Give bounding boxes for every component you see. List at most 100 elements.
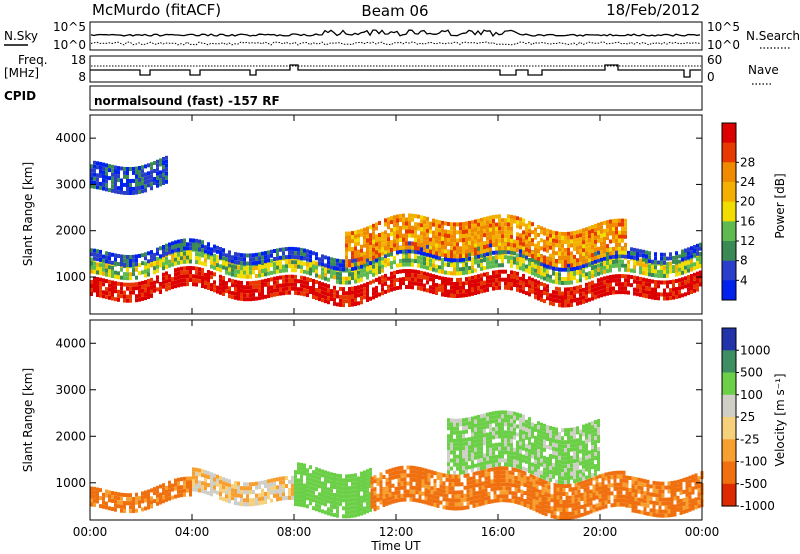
velocity-cell (579, 441, 582, 446)
velocity-cell (543, 443, 546, 448)
velocity-cell (594, 456, 597, 461)
velocity-cell (261, 492, 264, 497)
velocity-cell (535, 496, 539, 501)
power-cell (624, 234, 627, 239)
power-cell (522, 218, 525, 223)
power-cell (300, 251, 303, 256)
velocity-cell (558, 439, 561, 444)
power-cell (459, 226, 462, 231)
power-cell (372, 235, 375, 240)
power-cell (141, 284, 144, 289)
velocity-cell (540, 430, 543, 435)
velocity-cell (543, 439, 546, 444)
velocity-cell (366, 477, 369, 482)
velocity-cell (433, 487, 437, 492)
power-cell (582, 269, 585, 274)
power-cell (435, 264, 438, 269)
power-cell (120, 262, 123, 267)
power-cell (528, 228, 531, 233)
power-cell (330, 257, 333, 262)
velocity-cell (567, 436, 570, 440)
velocity-cell (613, 482, 617, 487)
velocity-cell (477, 434, 480, 439)
power-cell (609, 251, 612, 256)
power-cell (513, 283, 516, 287)
power-cell (294, 286, 297, 291)
velocity-cell (555, 431, 558, 436)
power-cell (624, 290, 627, 295)
velocity-cell (531, 422, 534, 427)
power-cell (588, 258, 591, 263)
power-cell (309, 286, 312, 290)
power-cell (426, 248, 429, 253)
power-cell (564, 260, 567, 264)
power-cell (537, 274, 540, 278)
velocity-cell (474, 447, 477, 452)
power-cell (105, 167, 108, 172)
velocity-cell (559, 491, 563, 496)
power-cell (234, 295, 237, 300)
velocity-cell (348, 478, 351, 483)
power-cell (432, 286, 435, 291)
velocity-cell (591, 437, 594, 442)
power-cell (600, 253, 603, 258)
power-cell (396, 263, 399, 268)
velocity-cell (471, 444, 474, 449)
velocity-cell (397, 482, 401, 487)
power-cell (567, 295, 570, 300)
colorbar-swatch (722, 280, 736, 301)
power-cell (114, 261, 117, 266)
power-cell (345, 295, 348, 300)
power-cell (690, 290, 693, 294)
velocity-cell (528, 469, 531, 474)
velocity-cell (543, 467, 546, 472)
power-cell (198, 275, 201, 280)
velocity-cell (376, 497, 380, 502)
velocity-cell (204, 490, 207, 495)
power-cell (249, 257, 252, 262)
power-cell (147, 259, 150, 264)
power-cell (183, 282, 186, 287)
power-cell (207, 282, 210, 286)
velocity-cell (447, 470, 450, 475)
velocity-cell (526, 496, 530, 501)
power-cell (186, 259, 189, 264)
power-cell (150, 277, 153, 282)
power-cell (255, 284, 258, 289)
velocity-cell (477, 418, 480, 423)
velocity-cell (418, 491, 422, 495)
velocity-cell (598, 490, 602, 495)
velocity-cell (616, 486, 620, 491)
velocity-cell (550, 498, 554, 503)
velocity-cell (330, 512, 333, 517)
velocity-cell (421, 479, 425, 484)
velocity-cell (496, 482, 500, 487)
power-cell (279, 255, 282, 260)
power-cell (675, 264, 678, 269)
velocity-cell (561, 460, 564, 465)
power-cell (663, 292, 666, 297)
power-cell (684, 248, 687, 253)
velocity-cell (507, 446, 510, 451)
velocity-cell (388, 480, 392, 485)
power-cell (561, 299, 564, 304)
velocity-cell (585, 427, 588, 432)
power-cell (345, 243, 348, 248)
velocity-cell (546, 445, 549, 449)
power-cell (456, 242, 459, 247)
power-cell (603, 284, 606, 289)
velocity-cell (480, 434, 483, 439)
power-cell (360, 284, 363, 289)
velocity-cell (424, 484, 428, 489)
power-cell (603, 240, 606, 245)
power-cell (591, 266, 594, 270)
power-cell (132, 166, 135, 171)
velocity-cell (613, 494, 617, 499)
power-cell (516, 236, 519, 241)
power-cell (582, 248, 585, 253)
velocity-cell (550, 494, 554, 499)
power-cell (567, 255, 570, 260)
power-cell (474, 268, 477, 273)
power-cell (414, 277, 417, 282)
velocity-cell (309, 485, 312, 490)
